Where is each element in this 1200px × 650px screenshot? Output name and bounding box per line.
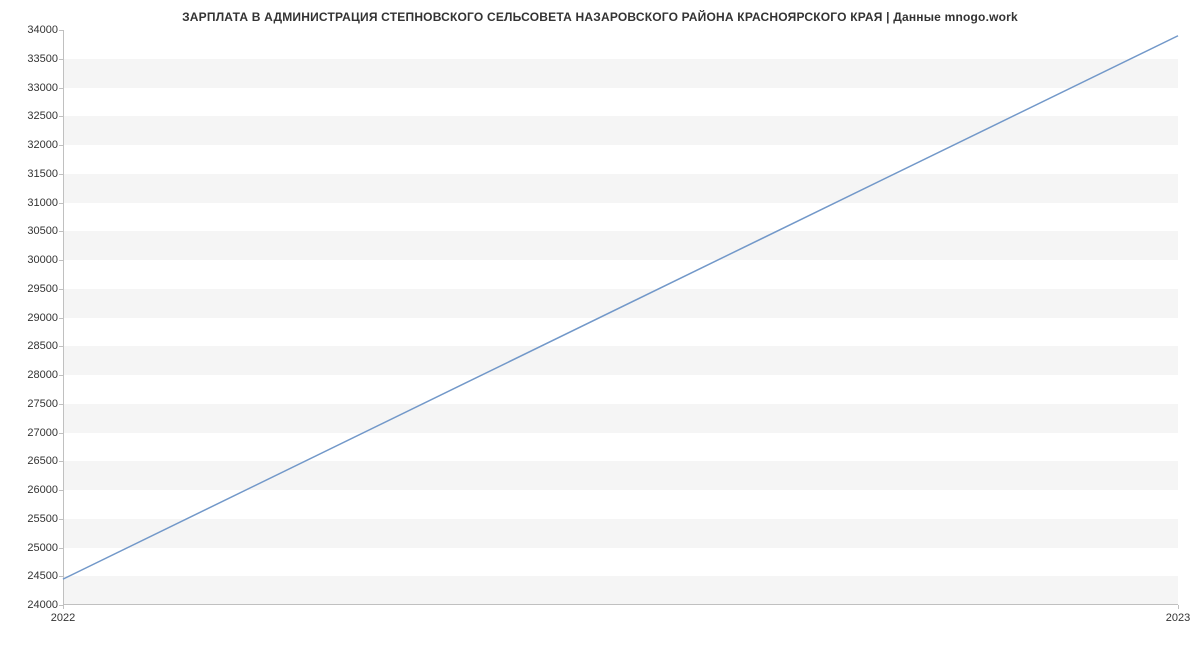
y-tick-label: 32500 [27, 110, 58, 122]
y-tick-label: 30000 [27, 254, 58, 266]
y-tick-mark [59, 375, 63, 376]
y-tick-mark [59, 88, 63, 89]
y-tick-label: 29500 [27, 283, 58, 295]
y-tick-label: 26000 [27, 484, 58, 496]
y-tick-label: 33500 [27, 53, 58, 65]
y-tick-label: 24000 [27, 599, 58, 611]
y-tick-label: 31000 [27, 197, 58, 209]
x-tick-mark [63, 605, 64, 609]
y-tick-mark [59, 576, 63, 577]
y-tick-label: 28000 [27, 369, 58, 381]
plot-area [63, 30, 1178, 605]
x-tick-label: 2023 [1166, 612, 1190, 624]
y-tick-mark [59, 174, 63, 175]
y-tick-mark [59, 433, 63, 434]
y-tick-label: 24500 [27, 570, 58, 582]
y-tick-label: 34000 [27, 24, 58, 36]
y-tick-label: 25500 [27, 513, 58, 525]
line-layer [63, 30, 1178, 605]
y-tick-mark [59, 59, 63, 60]
y-tick-mark [59, 145, 63, 146]
y-tick-mark [59, 30, 63, 31]
salary-line-chart: ЗАРПЛАТА В АДМИНИСТРАЦИЯ СТЕПНОВСКОГО СЕ… [0, 0, 1200, 650]
y-tick-mark [59, 203, 63, 204]
y-tick-label: 29000 [27, 312, 58, 324]
y-tick-mark [59, 461, 63, 462]
y-tick-mark [59, 231, 63, 232]
y-tick-mark [59, 490, 63, 491]
y-tick-label: 32000 [27, 139, 58, 151]
y-tick-label: 26500 [27, 455, 58, 467]
y-tick-label: 27500 [27, 398, 58, 410]
y-tick-mark [59, 548, 63, 549]
y-tick-mark [59, 116, 63, 117]
y-tick-mark [59, 519, 63, 520]
x-tick-label: 2022 [51, 612, 75, 624]
x-tick-mark [1178, 605, 1179, 609]
y-tick-label: 33000 [27, 82, 58, 94]
y-tick-label: 27000 [27, 427, 58, 439]
chart-title: ЗАРПЛАТА В АДМИНИСТРАЦИЯ СТЕПНОВСКОГО СЕ… [0, 0, 1200, 24]
y-tick-mark [59, 404, 63, 405]
y-tick-label: 31500 [27, 168, 58, 180]
y-tick-mark [59, 260, 63, 261]
y-tick-mark [59, 318, 63, 319]
y-tick-label: 28500 [27, 340, 58, 352]
y-tick-mark [59, 346, 63, 347]
y-tick-label: 30500 [27, 225, 58, 237]
series-line [63, 36, 1178, 579]
y-tick-label: 25000 [27, 542, 58, 554]
y-tick-mark [59, 289, 63, 290]
